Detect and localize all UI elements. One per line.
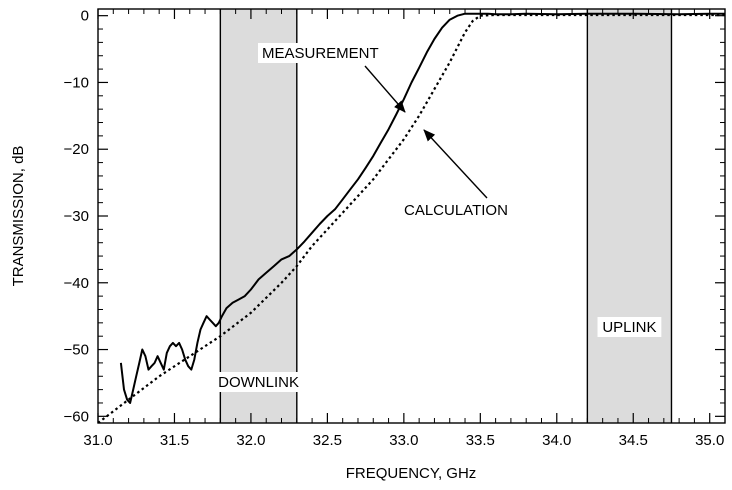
y-tick-label: −20 <box>64 141 89 158</box>
x-tick-label: 32.0 <box>236 432 265 449</box>
y-tick-label: 0 <box>81 8 89 25</box>
y-tick-label: −10 <box>64 74 89 91</box>
y-tick-label: −50 <box>64 342 89 359</box>
x-tick-label: 31.0 <box>83 432 112 449</box>
x-tick-label: 33.5 <box>466 432 495 449</box>
ticks-layer: 0 −10 −20 −30 −40 −50 −60 31.0 31.5 32.0 32.5 33.0 3… <box>64 8 726 449</box>
annotation-measurement-bg <box>258 43 369 63</box>
y-tick-label: −60 <box>64 408 89 425</box>
annotations-layer: DOWNLINK UPLINK MEASUREMENT CALCULATION <box>217 43 662 392</box>
annotation-calculation-bg <box>400 200 511 220</box>
x-tick-label: 34.0 <box>542 432 571 449</box>
x-tick-label: 34.5 <box>619 432 648 449</box>
y-tick-label: −30 <box>64 208 89 225</box>
x-tick-label: 35.0 <box>695 432 724 449</box>
series-measurement <box>119 12 725 404</box>
y-tick-label: −40 <box>64 275 89 292</box>
annotation-measurement: MEASUREMENT <box>262 45 379 62</box>
band-downlink <box>220 9 297 423</box>
band-uplink <box>587 9 672 423</box>
bands-layer <box>219 9 673 423</box>
x-tick-label: 33.0 <box>389 432 418 449</box>
arrow-measurement <box>364 65 406 113</box>
band-label-downlink-bg <box>217 372 300 392</box>
band-label-uplink: UPLINK <box>602 319 656 336</box>
band-label-downlink: DOWNLINK <box>218 374 299 391</box>
x-tick-label: 32.5 <box>313 432 342 449</box>
y-axis-title: TRANSMISSION, dB <box>10 146 27 287</box>
x-tick-label: 31.5 <box>160 432 189 449</box>
x-axis-title: FREQUENCY, GHz <box>346 465 477 482</box>
arrow-calculation <box>423 129 488 199</box>
series-layer <box>98 12 725 423</box>
annotation-calculation: CALCULATION <box>404 202 508 219</box>
band-label-uplink-bg <box>597 317 662 337</box>
